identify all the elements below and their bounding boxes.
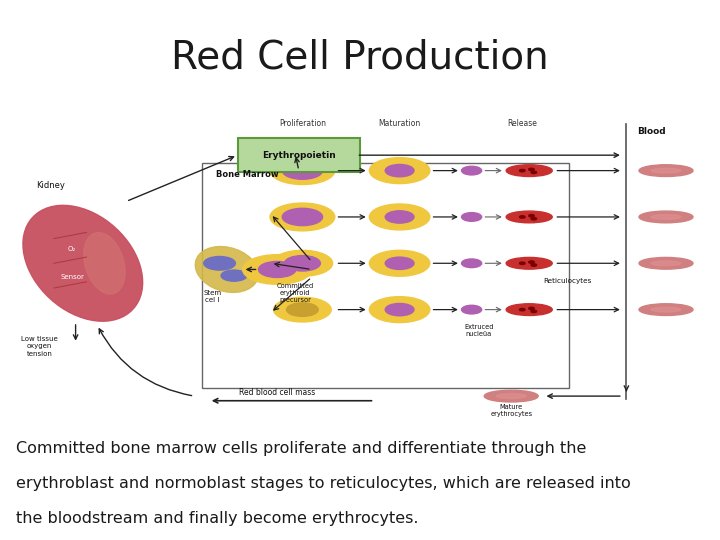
Ellipse shape [639, 211, 693, 223]
Ellipse shape [506, 258, 552, 269]
Ellipse shape [651, 168, 681, 173]
Circle shape [385, 303, 414, 316]
Circle shape [287, 303, 318, 316]
Circle shape [462, 305, 482, 314]
Circle shape [221, 270, 247, 281]
Text: Reticulocytes: Reticulocytes [544, 278, 592, 285]
Circle shape [270, 157, 335, 185]
Text: Kidney: Kidney [36, 180, 65, 190]
Ellipse shape [651, 214, 681, 219]
Circle shape [204, 256, 235, 270]
Circle shape [531, 264, 536, 266]
Text: Release: Release [507, 119, 537, 128]
Ellipse shape [506, 211, 552, 223]
Circle shape [520, 170, 525, 172]
Circle shape [528, 168, 534, 171]
Circle shape [528, 214, 534, 217]
Ellipse shape [639, 258, 693, 269]
Ellipse shape [195, 247, 258, 292]
Text: Extruced
nucleüa: Extruced nucleüa [464, 324, 493, 337]
Text: Stem
cel l: Stem cel l [203, 290, 222, 303]
Circle shape [462, 213, 482, 221]
Text: Committed
erythroid
precursor: Committed erythroid precursor [276, 283, 314, 303]
Circle shape [528, 307, 534, 309]
Circle shape [531, 218, 536, 220]
Circle shape [520, 262, 525, 265]
Circle shape [284, 255, 320, 271]
Text: Sensor: Sensor [60, 274, 84, 280]
Circle shape [369, 158, 430, 184]
Circle shape [274, 297, 331, 322]
Circle shape [258, 261, 296, 278]
Ellipse shape [639, 303, 693, 315]
Text: Red Cell Production: Red Cell Production [171, 38, 549, 77]
Circle shape [531, 310, 536, 313]
Text: Blood: Blood [637, 126, 666, 136]
Circle shape [272, 251, 333, 276]
Ellipse shape [84, 233, 125, 294]
Circle shape [385, 211, 414, 223]
Text: Proliferation: Proliferation [279, 119, 326, 128]
Circle shape [369, 204, 430, 230]
Ellipse shape [651, 307, 681, 312]
Ellipse shape [506, 303, 552, 315]
Circle shape [520, 216, 525, 218]
Circle shape [282, 208, 323, 226]
Circle shape [385, 165, 414, 177]
Ellipse shape [639, 165, 693, 177]
Text: Committed bone marrow cells proliferate and differentiate through the: Committed bone marrow cells proliferate … [16, 441, 586, 456]
Circle shape [531, 171, 536, 173]
Circle shape [369, 251, 430, 276]
Text: O₂: O₂ [68, 246, 76, 252]
Text: Low tissue
oxygen
tension: Low tissue oxygen tension [21, 336, 58, 357]
Text: erythroblast and normoblast stages to reticulocytes, which are released into: erythroblast and normoblast stages to re… [16, 476, 631, 491]
Ellipse shape [23, 205, 143, 321]
Circle shape [462, 166, 482, 175]
Circle shape [270, 203, 335, 231]
Text: Bone Marrow: Bone Marrow [216, 170, 279, 179]
Text: Erythropoietin: Erythropoietin [262, 151, 336, 160]
Circle shape [282, 162, 323, 179]
Text: the bloodstream and finally become erythrocytes.: the bloodstream and finally become eryth… [16, 511, 418, 526]
Text: Maturation: Maturation [379, 119, 420, 128]
Circle shape [369, 296, 430, 322]
Circle shape [243, 255, 312, 284]
Text: Red blood cell mass: Red blood cell mass [239, 388, 315, 396]
Ellipse shape [506, 165, 552, 177]
Ellipse shape [496, 394, 526, 399]
Text: Mature
erythrocytes: Mature erythrocytes [490, 404, 532, 417]
Circle shape [462, 259, 482, 268]
Circle shape [520, 308, 525, 311]
Ellipse shape [651, 261, 681, 266]
FancyBboxPatch shape [238, 138, 360, 172]
Circle shape [528, 261, 534, 264]
Circle shape [385, 257, 414, 269]
Ellipse shape [484, 390, 539, 402]
